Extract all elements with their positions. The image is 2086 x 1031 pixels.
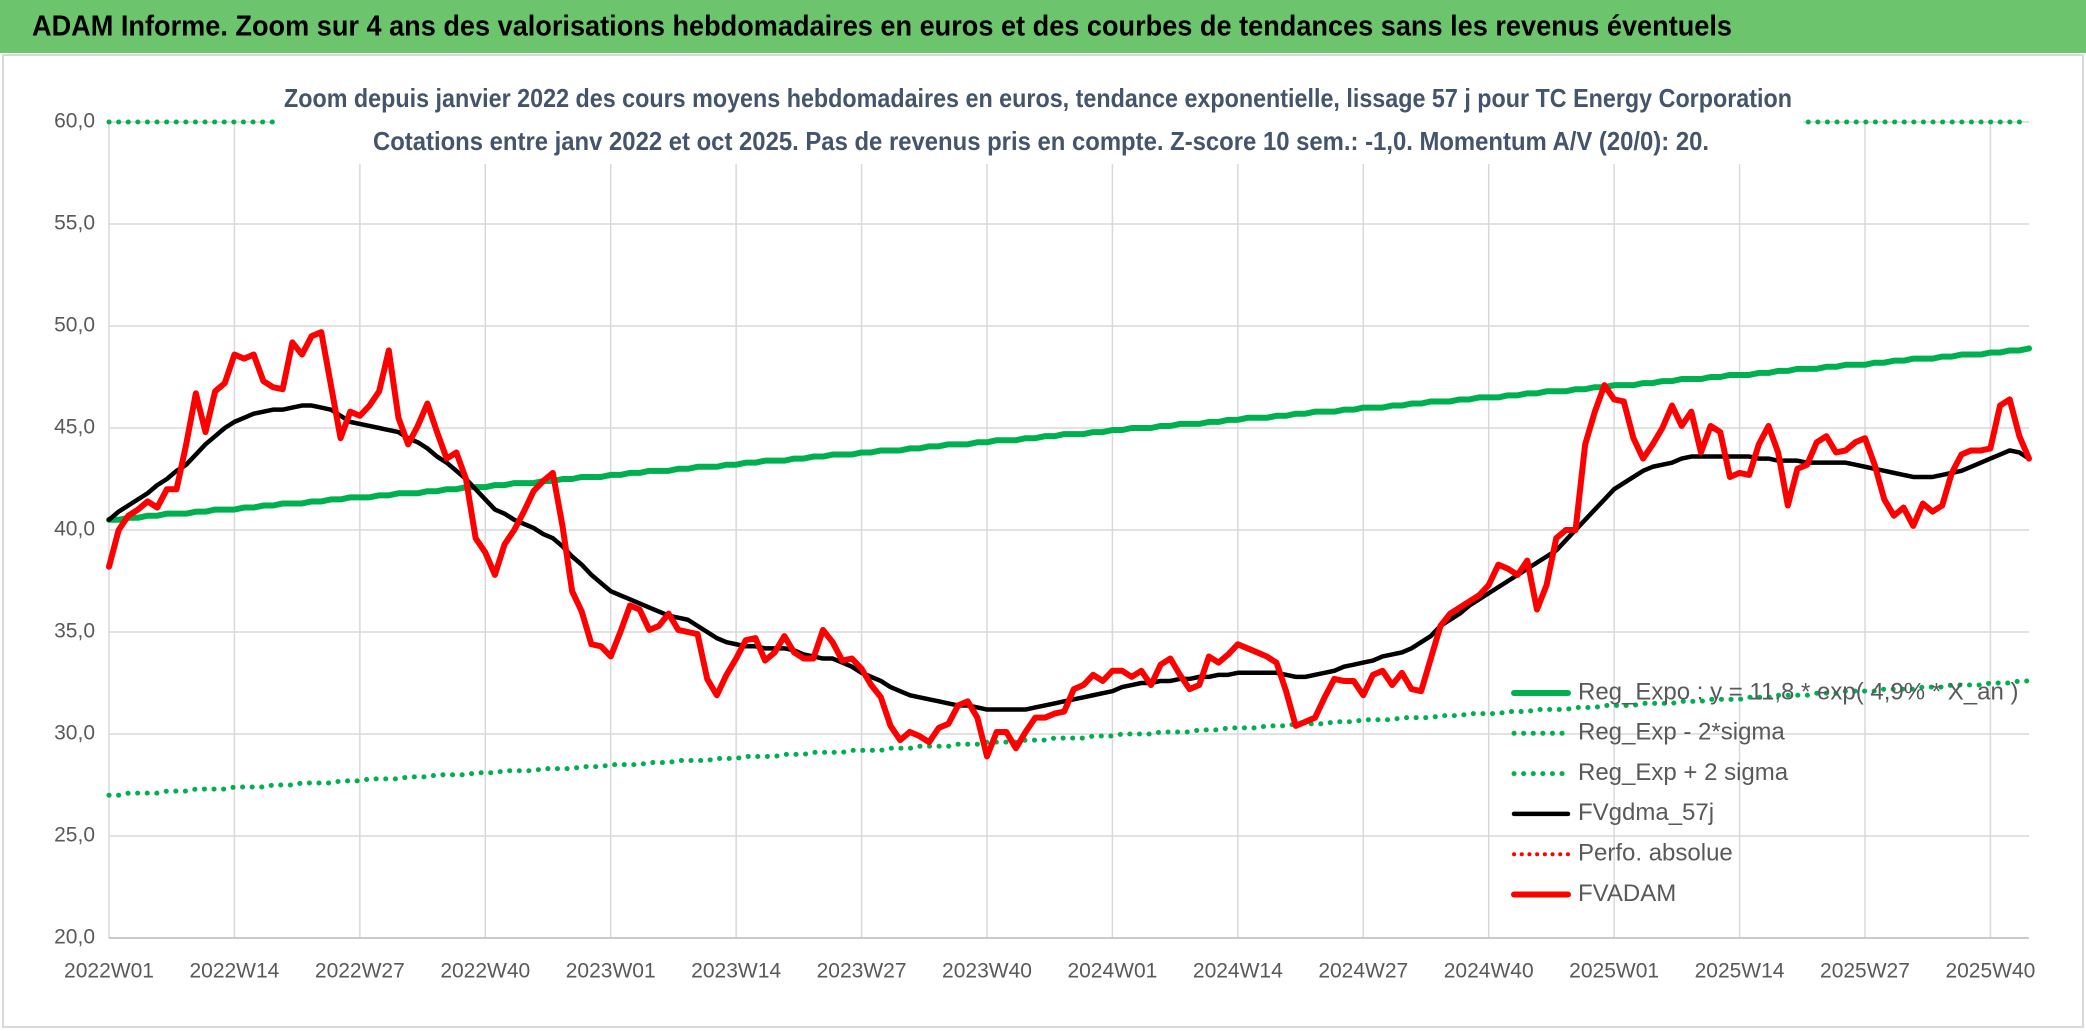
y-tick-label: 30,0 [54,722,95,745]
x-tick-label: 2025W14 [1695,960,1785,983]
x-tick-label: 2024W14 [1193,960,1283,983]
chart-title: Zoom depuis janvier 2022 des cours moyen… [284,83,1792,113]
x-tick-label: 2025W40 [1945,960,2035,983]
x-tick-label: 2022W27 [315,960,405,983]
y-tick-label: 50,0 [54,314,95,337]
y-tick-label: 25,0 [54,824,95,847]
header-title: ADAM Informe. Zoom sur 4 ans des valoris… [32,11,1732,43]
title-box [275,78,1803,164]
x-tick-label: 2022W01 [64,960,154,983]
x-tick-label: 2024W01 [1067,960,1157,983]
legend-label: Perfo. absolue [1578,840,1733,867]
y-tick-label: 55,0 [54,212,95,235]
x-tick-label: 2023W27 [817,960,907,983]
y-tick-label: 60,0 [54,110,95,133]
x-tick-label: 2023W01 [566,960,656,983]
legend-label: Reg_Exp - 2*sigma [1578,719,1785,746]
x-tick-label: 2024W27 [1318,960,1408,983]
y-tick-label: 40,0 [54,518,95,541]
x-tick-label: 2022W40 [440,960,530,983]
chart-subtitle: Cotations entre janv 2022 et oct 2025. P… [373,126,1709,156]
series-line [106,345,2032,523]
series-line [106,329,2032,760]
x-tick-label: 2023W14 [691,960,781,983]
legend-label: Reg_Exp + 2 sigma [1578,759,1789,786]
x-tick-label: 2025W01 [1569,960,1659,983]
legend-label: Reg_Expo : y = 11,8 * exp( 4,9% * X_an ) [1578,678,2018,705]
y-tick-label: 20,0 [54,926,95,949]
chart-frame [2,54,2084,1028]
legend: Reg_Expo : y = 11,8 * exp( 4,9% * X_an )… [1511,678,2018,907]
x-tick-label: 2023W40 [942,960,1032,983]
legend-label: FVgdma_57j [1578,799,1714,826]
header-band [0,0,2086,53]
legend-label: FVADAM [1578,880,1676,907]
x-tick-label: 2024W40 [1444,960,1534,983]
y-tick-label: 45,0 [54,416,95,439]
x-tick-label: 2022W14 [189,960,279,983]
x-tick-label: 2025W27 [1820,960,1910,983]
y-tick-label: 35,0 [54,620,95,643]
